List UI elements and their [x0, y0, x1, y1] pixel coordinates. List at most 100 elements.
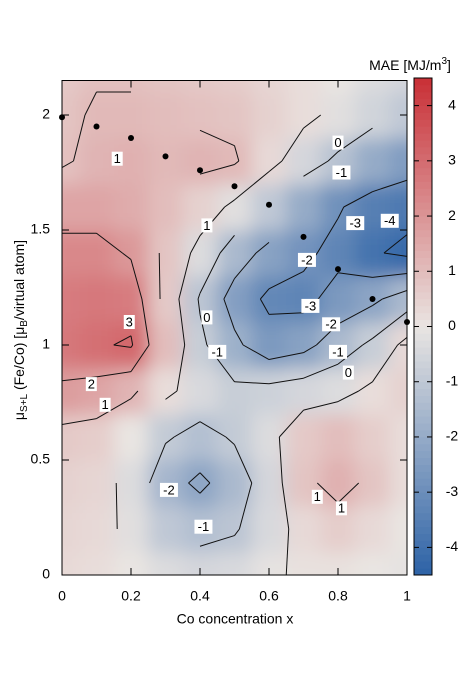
heat-cell — [113, 230, 149, 277]
contour-line — [372, 272, 407, 278]
contour-line — [316, 482, 339, 504]
contour-line — [242, 344, 270, 360]
heat-cell — [217, 80, 253, 93]
contour-line — [234, 444, 253, 484]
colorbar-step — [414, 471, 432, 479]
plot-clip: 110-1-3 -4-2-3-2-103 0-121-2-111 — [62, 80, 407, 575]
heat-cell — [113, 322, 149, 369]
contour-line — [372, 311, 407, 339]
heat-cell — [182, 552, 218, 575]
colorbar-step — [414, 216, 432, 224]
heat-cell — [182, 414, 218, 461]
contour-line — [219, 234, 235, 254]
heat-cell — [113, 506, 149, 553]
heat-cell — [217, 92, 253, 139]
colorbar-step — [414, 409, 432, 417]
colorbar-step — [414, 402, 432, 410]
colorbar-tick-label: 0 — [448, 317, 456, 333]
contour-line — [176, 344, 186, 392]
contour-line — [223, 278, 235, 300]
heat-cell — [182, 184, 218, 231]
colorbar-step — [414, 478, 432, 486]
contour-line — [234, 528, 240, 536]
contour-line — [199, 482, 211, 494]
colorbar-step — [414, 126, 432, 134]
heat-cell — [79, 460, 115, 507]
heat-cell — [251, 230, 287, 277]
y-tick-label: 0.5 — [31, 451, 51, 467]
contour-line — [234, 145, 240, 162]
colorbar-step — [414, 347, 432, 355]
heatmap — [62, 80, 407, 575]
contour-line — [362, 338, 373, 346]
colorbar-step — [414, 568, 432, 576]
colorbar-step — [414, 119, 432, 127]
heat-cell — [355, 460, 391, 507]
contour-line — [165, 436, 175, 444]
heat-cell — [148, 138, 184, 185]
contour-label-bg — [297, 252, 316, 267]
contour-line — [255, 241, 270, 254]
heat-cell — [389, 368, 407, 415]
contour-label-bg — [346, 216, 365, 231]
heat-cell — [217, 552, 253, 575]
contour-line — [73, 114, 86, 162]
contour-line — [268, 377, 304, 385]
contour-line — [337, 482, 360, 504]
colorbar-step — [414, 457, 432, 465]
contour-label-bg — [194, 519, 213, 534]
colorbar-step — [414, 160, 432, 169]
colorbar-step — [414, 285, 432, 293]
contour-line — [199, 535, 235, 547]
contours: 110-1-3 -4-2-3-2-103 0-121-2-111 — [62, 91, 407, 575]
contour-line — [259, 288, 270, 300]
colorbar-step — [414, 291, 432, 300]
y-tick-label: 1 — [42, 336, 50, 352]
contour-line — [317, 272, 339, 300]
contour-label: -1 — [211, 344, 223, 359]
contour-line — [199, 164, 235, 175]
contour-line — [199, 314, 208, 346]
heat-cell — [217, 414, 253, 461]
heat-cell — [217, 460, 253, 507]
y-tick-label: 1.5 — [31, 221, 51, 237]
contour-label: -3 — [305, 298, 317, 313]
contour-label: 0 — [203, 310, 210, 325]
heat-cell — [113, 552, 149, 575]
contour-line — [130, 344, 134, 348]
colorbar-step — [414, 112, 432, 120]
heat-cell — [389, 506, 407, 553]
colorbar-step — [414, 319, 432, 327]
contour-line — [199, 421, 227, 438]
heat-cell — [251, 92, 287, 139]
point — [231, 183, 238, 190]
point — [266, 201, 272, 208]
contour-line — [383, 234, 407, 254]
colorbar-step — [414, 505, 432, 514]
contour-line — [96, 371, 132, 378]
heat-cell — [355, 138, 391, 185]
contour-label-bg — [123, 315, 135, 329]
contour-line — [62, 160, 74, 169]
contour-label: 2 — [88, 377, 95, 392]
colorbar-step — [414, 561, 432, 569]
x-axis-label: Co concentration x — [177, 611, 294, 627]
heat-cell — [79, 506, 115, 553]
colorbar-tick-label: -2 — [446, 428, 459, 444]
heat-cell — [62, 276, 80, 323]
contour-label-bg — [329, 344, 347, 359]
colorbar-step — [414, 195, 432, 203]
colorbar-step — [414, 174, 432, 182]
contour-line — [337, 305, 373, 325]
contour-line — [223, 298, 235, 330]
x-tick-label: 0.2 — [121, 588, 141, 604]
colorbar-step — [414, 167, 432, 176]
colorbar-step — [414, 540, 432, 548]
contour-line — [199, 252, 221, 294]
colorbar-step — [414, 326, 432, 334]
heat-cell — [62, 322, 80, 369]
x-tick-label: 0.4 — [190, 588, 210, 604]
contour-line — [337, 272, 373, 278]
heat-cell — [148, 276, 184, 323]
